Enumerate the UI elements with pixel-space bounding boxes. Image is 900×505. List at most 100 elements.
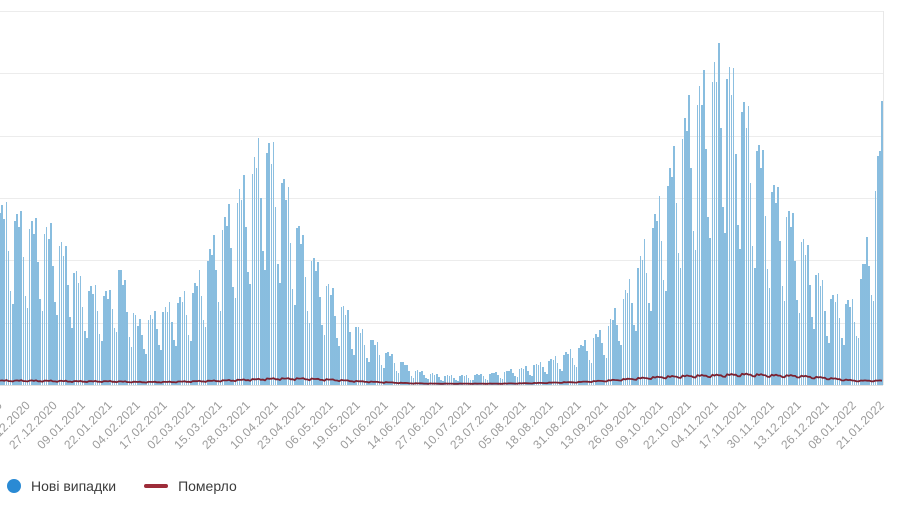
new-cases-bar — [448, 375, 451, 385]
new-cases-bar — [472, 380, 474, 385]
new-cases-legend-label[interactable]: Нові випадки — [31, 478, 117, 494]
new-cases-bar — [599, 329, 601, 385]
new-cases-bar — [855, 335, 858, 385]
new-cases-bar — [643, 239, 646, 385]
new-cases-bar — [113, 327, 116, 385]
new-cases-bar — [253, 156, 256, 385]
new-cases-bar — [499, 377, 502, 385]
new-cases-bar — [353, 355, 355, 385]
new-cases-bar — [240, 199, 243, 385]
gridline — [0, 260, 883, 262]
new-cases-bar — [783, 300, 786, 385]
new-cases-legend-dot-icon[interactable] — [7, 479, 21, 493]
new-cases-bar — [533, 365, 536, 385]
new-cases-bar — [217, 301, 220, 385]
new-cases-bar — [459, 375, 461, 385]
new-cases-bar — [107, 298, 109, 385]
new-cases-bar — [611, 319, 614, 385]
new-cases-bar — [590, 362, 593, 385]
new-cases-bar — [71, 328, 73, 385]
new-cases-bar — [60, 242, 63, 385]
new-cases-bar — [73, 272, 75, 385]
new-cases-bar — [525, 366, 527, 385]
new-cases-bar — [493, 373, 495, 385]
gridline — [0, 322, 883, 324]
new-cases-bar — [329, 295, 332, 385]
new-cases-bar — [520, 367, 523, 385]
new-cases-bar — [251, 173, 254, 385]
deaths-legend-label[interactable]: Померло — [178, 478, 237, 494]
new-cases-bar — [28, 229, 31, 385]
new-cases-bar — [594, 334, 597, 385]
new-cases-bar — [546, 373, 548, 385]
new-cases-bar — [482, 376, 485, 385]
new-cases-bar — [501, 378, 504, 385]
new-cases-bar — [794, 260, 796, 385]
new-cases-bar — [717, 42, 720, 385]
new-cases-bar — [798, 313, 801, 385]
new-cases-bar — [508, 371, 510, 385]
new-cases-bar — [480, 373, 483, 385]
plot-right-border — [883, 11, 884, 385]
new-cases-bar — [658, 196, 661, 385]
new-cases-bar — [435, 374, 438, 385]
new-cases-bar — [688, 95, 690, 385]
new-cases-bar — [673, 146, 675, 385]
new-cases-bar — [312, 258, 315, 385]
new-cases-bar — [145, 353, 148, 385]
new-cases-bar — [183, 291, 186, 385]
new-cases-bar — [766, 269, 769, 385]
deaths-legend-line-icon[interactable] — [144, 484, 169, 488]
new-cases-bar — [775, 203, 777, 385]
new-cases-bar — [745, 127, 748, 385]
new-cases-bar — [692, 230, 695, 385]
new-cases-bar — [105, 291, 107, 385]
new-cases-bar — [164, 307, 167, 385]
new-cases-bar — [707, 217, 709, 385]
new-cases-bar — [181, 302, 184, 385]
new-cases-bar — [94, 284, 97, 385]
new-cases-bar — [879, 151, 881, 385]
new-cases-bar — [556, 362, 559, 385]
new-cases-bar — [770, 192, 773, 385]
new-cases-bar — [469, 379, 472, 385]
new-cases-bar — [806, 245, 809, 385]
new-cases-bar — [575, 367, 578, 385]
gridline — [0, 135, 883, 137]
new-cases-bar — [715, 82, 718, 385]
new-cases-bar — [41, 310, 44, 385]
new-cases-bar — [512, 373, 514, 385]
new-cases-bar — [654, 213, 656, 385]
new-cases-bar — [340, 307, 343, 385]
new-cases-bar — [9, 291, 12, 385]
new-cases-bar — [792, 213, 794, 385]
new-cases-bar — [429, 373, 432, 385]
new-cases-bar — [817, 273, 820, 385]
new-cases-bar — [700, 104, 703, 385]
new-cases-bar — [425, 378, 427, 385]
new-cases-bar — [541, 367, 544, 385]
gridline — [0, 198, 883, 199]
new-cases-bar — [758, 144, 760, 385]
new-cases-bar — [484, 378, 487, 385]
new-cases-bar — [54, 301, 56, 385]
new-cases-bar — [190, 340, 192, 385]
new-cases-bar — [423, 374, 425, 385]
new-cases-bar — [796, 299, 798, 385]
new-cases-bar — [308, 322, 311, 385]
new-cases-bar — [223, 217, 226, 385]
new-cases-bar — [141, 335, 143, 385]
new-cases-bar — [563, 354, 565, 385]
new-cases-bar — [18, 227, 20, 385]
gridline — [0, 11, 883, 12]
new-cases-bar — [872, 300, 875, 386]
new-cases-bar — [287, 186, 290, 385]
new-cases-bar — [467, 377, 470, 385]
new-cases-bar — [830, 299, 832, 385]
new-cases-bar — [175, 345, 177, 385]
new-cases-bar — [52, 266, 54, 385]
new-cases-bar — [363, 344, 366, 385]
new-cases-bar — [221, 229, 224, 385]
